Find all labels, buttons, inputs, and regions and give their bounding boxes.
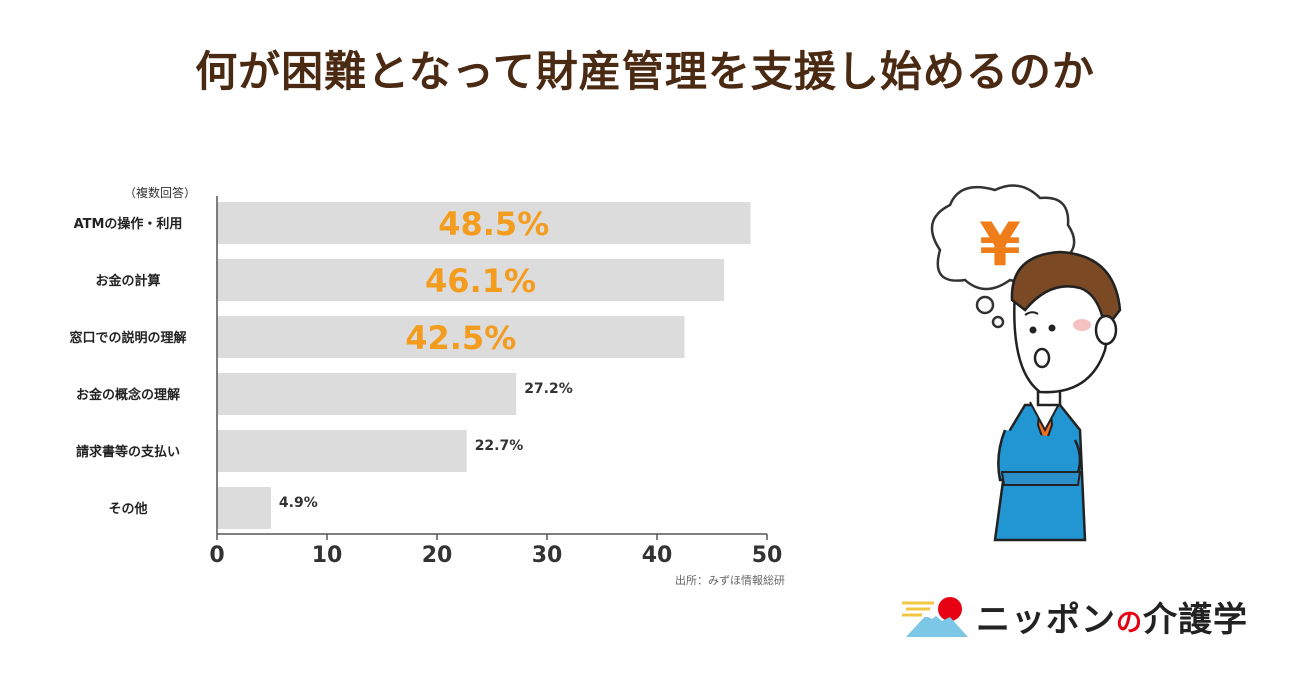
x-tick-label: 0 (209, 543, 224, 568)
mount-fuji-sun-icon (902, 596, 968, 637)
source-note: 出所：みずほ情報総研 (675, 574, 785, 587)
nippon-kaigogaku-logo: ニッポンの介護学 (900, 592, 1248, 641)
x-tick-label: 20 (422, 543, 453, 568)
x-tick-label: 10 (312, 543, 343, 568)
value-label: 42.5% (405, 319, 516, 357)
category-label: その他 (108, 501, 147, 517)
bar (217, 430, 467, 472)
bar-chart: （複数回答） ATMの操作・利用 48.5% お金の計算 46.1% 窓口での説明の理解 4… (69, 185, 783, 568)
page-title: 何が困難となって財産管理を支援し始めるのか (195, 47, 1095, 96)
x-tick-label: 40 (642, 543, 673, 568)
bar (217, 316, 685, 358)
value-label: 48.5% (438, 205, 549, 243)
category-label: 窓口での説明の理解 (69, 330, 186, 346)
bar (217, 259, 725, 301)
businessman-thinking-icon: ¥ (900, 180, 1140, 554)
chart-note: （複数回答） (124, 185, 196, 200)
category-label: 請求書等の支払い (76, 444, 180, 460)
bar (217, 487, 271, 529)
value-label: 4.9% (279, 495, 318, 511)
value-label: 22.7% (475, 438, 524, 454)
bar (217, 202, 751, 244)
category-label: ATMの操作・利用 (74, 216, 183, 232)
category-label: お金の計算 (95, 273, 160, 289)
yen-symbol: ¥ (979, 210, 1021, 280)
x-tick-label: 50 (752, 543, 783, 568)
bar (217, 373, 517, 415)
value-label: 46.1% (425, 262, 536, 300)
logo-text: ニッポンの介護学 (976, 600, 1249, 640)
category-label: お金の概念の理解 (76, 387, 180, 403)
value-label: 27.2% (524, 381, 573, 397)
x-tick-label: 30 (532, 543, 563, 568)
